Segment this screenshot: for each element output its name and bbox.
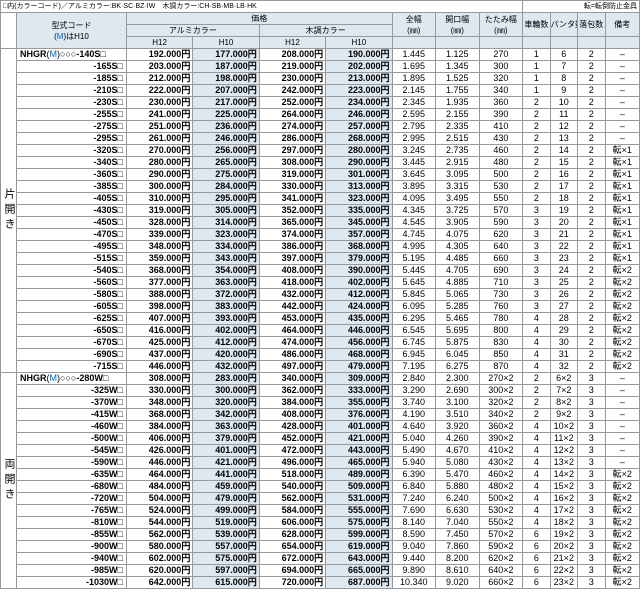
model-code: -940W□ — [17, 553, 127, 565]
model-code: -360S□ — [17, 169, 127, 181]
col-model: 型式コード(M)はH10 — [17, 13, 127, 49]
table-row: -720W□504.000円479.000円562.000円531.000円7.… — [1, 493, 640, 505]
table-row: -690S□437.000円420.000円486.000円468.000円6.… — [1, 349, 640, 361]
model-code: -720W□ — [17, 493, 127, 505]
model-code: -415W□ — [17, 409, 127, 421]
model-code: -185S□ — [17, 73, 127, 85]
model-code: -495S□ — [17, 241, 127, 253]
table-row: -415W□368.000円342.000円408.000円376.000円4.… — [1, 409, 640, 421]
table-row: -210S□222.000円207.000円242.000円223.000円2.… — [1, 85, 640, 97]
table-row: -940W□602.000円575.000円672.000円643.000円9.… — [1, 553, 640, 565]
table-row: -560S□377.000円363.000円418.000円402.000円5.… — [1, 277, 640, 289]
model-code: -680W□ — [17, 481, 127, 493]
table-row: -605S□398.000円383.000円442.000円424.000円6.… — [1, 301, 640, 313]
model-code: -690S□ — [17, 349, 127, 361]
model-code: -460W□ — [17, 421, 127, 433]
model-code: -540S□ — [17, 265, 127, 277]
table-row: -320S□270.000円256.000円297.000円280.000円3.… — [1, 145, 640, 157]
model-code: -635W□ — [17, 469, 127, 481]
table-row: -185S□212.000円198.000円230.000円213.000円1.… — [1, 73, 640, 85]
model-code: NHGR(M)○○○-280W□ — [17, 373, 127, 385]
model-code: -325W□ — [17, 385, 127, 397]
table-row: -590W□446.000円421.000円496.000円465.000円5.… — [1, 457, 640, 469]
table-row: -635W□464.000円441.000円518.000円489.000円6.… — [1, 469, 640, 481]
table-row: -230S□230.000円217.000円252.000円234.000円2.… — [1, 97, 640, 109]
model-code: -625S□ — [17, 313, 127, 325]
table-row: -500W□406.000円379.000円452.000円421.000円5.… — [1, 433, 640, 445]
table-row: -385S□300.000円284.000円330.000円313.000円3.… — [1, 181, 640, 193]
table-row: -680W□484.000円459.000円540.000円509.000円6.… — [1, 481, 640, 493]
model-code: -1030W□ — [17, 577, 127, 589]
model-code: -230S□ — [17, 97, 127, 109]
model-code: -275S□ — [17, 121, 127, 133]
table-row: -540S□368.000円354.000円408.000円390.000円5.… — [1, 265, 640, 277]
model-code: -545W□ — [17, 445, 127, 457]
table-row: -255S□241.000円225.000円264.000円246.000円2.… — [1, 109, 640, 121]
table-row: -495S□348.000円334.000円386.000円368.000円4.… — [1, 241, 640, 253]
table-row: -450S□328.000円314.000円365.000円345.000円4.… — [1, 217, 640, 229]
table-row: -460W□384.000円363.000円428.000円401.000円4.… — [1, 421, 640, 433]
model-code: -385S□ — [17, 181, 127, 193]
model-code: -165S□ — [17, 61, 127, 73]
table-row: -670S□425.000円412.000円474.000円456.000円6.… — [1, 337, 640, 349]
model-code: -560S□ — [17, 277, 127, 289]
model-code: NHGR(M)○○○-140S□ — [17, 49, 127, 61]
model-code: -255S□ — [17, 109, 127, 121]
table-row: -340S□280.000円265.000円308.000円290.000円3.… — [1, 157, 640, 169]
model-code: -590W□ — [17, 457, 127, 469]
model-code: -470S□ — [17, 229, 127, 241]
model-code: -370W□ — [17, 397, 127, 409]
section-label: 両開き — [1, 373, 17, 589]
model-code: -715S□ — [17, 361, 127, 373]
table-row: -765W□524.000円499.000円584.000円555.000円7.… — [1, 505, 640, 517]
model-code: -855W□ — [17, 529, 127, 541]
table-row: -470S□339.000円323.000円374.000円357.000円4.… — [1, 229, 640, 241]
model-code: -900W□ — [17, 541, 127, 553]
table-row: -165S□203.000円187.000円219.000円202.000円1.… — [1, 61, 640, 73]
model-code: -295S□ — [17, 133, 127, 145]
model-code: -405S□ — [17, 193, 127, 205]
model-code: -340S□ — [17, 157, 127, 169]
model-code: -605S□ — [17, 301, 127, 313]
model-code: -985W□ — [17, 565, 127, 577]
table-row: -370W□348.000円320.000円384.000円355.000円3.… — [1, 397, 640, 409]
section-label: 片開き — [1, 49, 17, 373]
price-table: □内(カラーコード)／アルミカラー:BK·SC·BZ·IW 木調カラー:CH·S… — [0, 0, 640, 589]
model-code: -430S□ — [17, 205, 127, 217]
note-right: 転=転倒防止金具 — [523, 1, 640, 13]
model-code: -580S□ — [17, 289, 127, 301]
table-row: -360S□290.000円275.000円319.000円301.000円3.… — [1, 169, 640, 181]
model-code: -650S□ — [17, 325, 127, 337]
table-row: -985W□620.000円597.000円694.000円665.000円9.… — [1, 565, 640, 577]
table-row: -810W□544.000円519.000円606.000円575.000円8.… — [1, 517, 640, 529]
model-code: -515S□ — [17, 253, 127, 265]
table-row: -900W□580.000円557.000円654.000円619.000円9.… — [1, 541, 640, 553]
model-code: -810W□ — [17, 517, 127, 529]
model-code: -210S□ — [17, 85, 127, 97]
table-row: -405S□310.000円295.000円341.000円323.000円4.… — [1, 193, 640, 205]
model-code: -670S□ — [17, 337, 127, 349]
table-row: -715S□446.000円432.000円497.000円479.000円7.… — [1, 361, 640, 373]
table-row: -545W□426.000円401.000円472.000円443.000円5.… — [1, 445, 640, 457]
table-row: 両開きNHGR(M)○○○-280W□308.000円283.000円340.0… — [1, 373, 640, 385]
table-row: -430S□319.000円305.000円352.000円335.000円4.… — [1, 205, 640, 217]
table-row: -1030W□642.000円615.000円720.000円687.000円1… — [1, 577, 640, 589]
note-left: □内(カラーコード)／アルミカラー:BK·SC·BZ·IW 木調カラー:CH·S… — [1, 1, 523, 13]
table-row: -855W□562.000円539.000円628.000円599.000円8.… — [1, 529, 640, 541]
table-row: -275S□251.000円236.000円274.000円257.000円2.… — [1, 121, 640, 133]
table-row: -580S□388.000円372.000円432.000円412.000円5.… — [1, 289, 640, 301]
table-row: -325W□330.000円300.000円362.000円333.000円3.… — [1, 385, 640, 397]
table-row: -295S□261.000円246.000円286.000円268.000円2.… — [1, 133, 640, 145]
table-row: -625S□407.000円393.000円453.000円435.000円6.… — [1, 313, 640, 325]
model-code: -765W□ — [17, 505, 127, 517]
model-code: -500W□ — [17, 433, 127, 445]
table-row: -650S□416.000円402.000円464.000円446.000円6.… — [1, 325, 640, 337]
model-code: -450S□ — [17, 217, 127, 229]
model-code: -320S□ — [17, 145, 127, 157]
table-row: -515S□359.000円343.000円397.000円379.000円5.… — [1, 253, 640, 265]
table-row: 片開きNHGR(M)○○○-140S□192.000円177.000円208.0… — [1, 49, 640, 61]
